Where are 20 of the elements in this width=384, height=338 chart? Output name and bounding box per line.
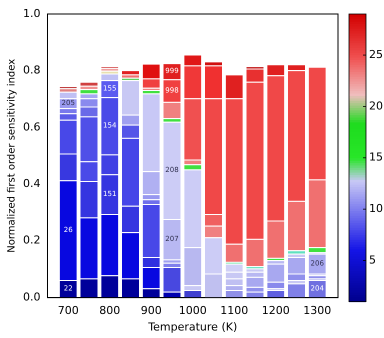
y-tick-label: 1.0 <box>22 6 40 20</box>
x-tick-label: 1100 <box>220 304 248 318</box>
y-tick-label: 0.8 <box>22 64 40 77</box>
x-tick-label: 1200 <box>262 304 290 318</box>
y-tick-label: 0.0 <box>22 290 40 304</box>
y-tick-label: 0.4 <box>22 177 40 190</box>
color-bar-label: 25 <box>369 48 383 61</box>
x-axis-title: Temperature (K) <box>147 320 238 334</box>
y-axis-title: Normalized first order sensitivity index <box>6 58 18 253</box>
color-bar-label: 15 <box>369 150 383 164</box>
x-tick-label: 1000 <box>178 304 207 318</box>
x-tick-label: 1300 <box>303 304 332 318</box>
x-tick-label: 700 <box>58 304 79 318</box>
y-tick-label: 0.2 <box>22 234 40 247</box>
color-bar-label: 10 <box>369 202 383 216</box>
y-tick-label: 0.6 <box>22 120 40 134</box>
x-tick-label: 800 <box>99 304 120 318</box>
color-bar-label: 5 <box>369 253 376 266</box>
color-bar-label: 20 <box>369 99 383 112</box>
x-tick-label: 900 <box>140 304 162 318</box>
